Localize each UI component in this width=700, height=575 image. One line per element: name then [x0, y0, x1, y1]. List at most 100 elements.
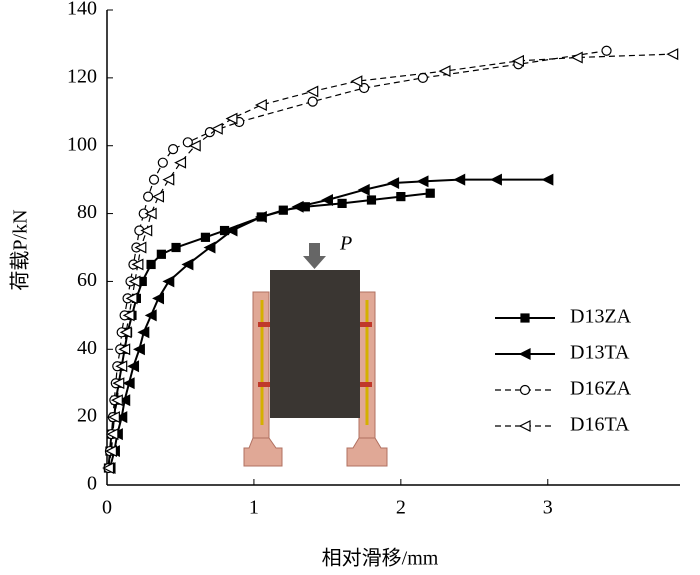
marker [306, 85, 319, 98]
bolt [350, 322, 372, 327]
y-tick-label: 60 [77, 269, 97, 291]
x-tick-label: 3 [543, 497, 553, 519]
y-tick-label: 120 [67, 65, 97, 87]
marker [254, 99, 267, 111]
marker [200, 232, 211, 242]
marker [570, 51, 583, 64]
marker [417, 72, 428, 83]
bolt [258, 322, 280, 327]
legend-marker [518, 348, 531, 360]
marker [156, 249, 166, 259]
marker [174, 156, 187, 169]
y-tick-label: 140 [67, 0, 97, 20]
marker [366, 195, 377, 205]
marker [666, 48, 679, 61]
marker [146, 259, 156, 270]
legend-marker [518, 420, 531, 432]
bolt [258, 382, 280, 387]
legend-label: D16TA [570, 414, 630, 436]
marker [143, 191, 154, 202]
marker [168, 144, 179, 155]
legend-marker [520, 313, 530, 323]
base [243, 437, 283, 467]
marker [102, 462, 115, 475]
marker [254, 210, 267, 223]
marker [425, 188, 435, 198]
y-axis-label: 荷载P/kN [9, 209, 32, 290]
marker [321, 194, 333, 206]
marker [210, 122, 223, 135]
marker [182, 137, 193, 148]
marker [204, 127, 215, 138]
marker [112, 377, 125, 390]
marker [416, 175, 429, 188]
marker [601, 45, 612, 56]
y-tick-label: 40 [77, 337, 97, 359]
marker [225, 224, 238, 237]
legend-label: D16ZA [570, 378, 632, 400]
marker [162, 173, 175, 186]
marker [396, 192, 406, 202]
base [346, 437, 388, 467]
marker [307, 96, 318, 107]
marker [108, 411, 120, 424]
marker [490, 173, 502, 186]
marker [122, 309, 135, 322]
marker [128, 275, 141, 288]
y-tick-label: 100 [67, 133, 97, 155]
marker [134, 241, 147, 254]
x-tick-label: 1 [249, 497, 259, 519]
y-tick-label: 80 [77, 201, 97, 223]
marker [132, 343, 145, 356]
bolt [350, 382, 372, 387]
legend-label: D13ZA [570, 306, 632, 328]
marker [157, 157, 168, 168]
marker [110, 394, 123, 407]
marker [512, 54, 524, 67]
inset-diagram: P [243, 233, 388, 467]
marker [357, 183, 370, 196]
marker [152, 292, 165, 305]
marker [171, 242, 181, 253]
marker [291, 200, 304, 213]
marker [106, 428, 119, 441]
series-line [107, 50, 607, 469]
marker [152, 190, 165, 203]
marker [148, 174, 160, 185]
marker [162, 275, 175, 288]
marker [131, 258, 144, 271]
marker [225, 112, 238, 125]
load-label: P [339, 233, 352, 255]
marker [137, 326, 150, 339]
marker [337, 198, 347, 208]
block [270, 270, 360, 418]
marker [188, 139, 201, 152]
x-tick-label: 0 [102, 497, 112, 519]
marker [387, 177, 400, 190]
marker [144, 207, 157, 220]
marker [105, 445, 118, 458]
marker [115, 360, 128, 373]
marker [140, 224, 153, 237]
load-arrow [303, 243, 326, 269]
legend-marker [519, 384, 531, 396]
marker [203, 241, 216, 254]
marker [541, 173, 554, 186]
x-tick-label: 2 [396, 497, 406, 519]
marker [181, 258, 194, 271]
y-tick-label: 20 [77, 405, 97, 427]
marker [122, 377, 135, 390]
legend-label: D13TA [570, 342, 630, 364]
marker [118, 343, 131, 356]
marker [144, 309, 157, 322]
x-axis-label: 相对滑移/mm [322, 547, 439, 570]
marker [115, 411, 128, 424]
marker [125, 292, 138, 305]
marker [119, 326, 132, 339]
marker [118, 394, 131, 407]
marker [438, 65, 451, 78]
marker [350, 75, 363, 88]
y-tick-label: 0 [87, 473, 97, 495]
marker [127, 360, 140, 373]
